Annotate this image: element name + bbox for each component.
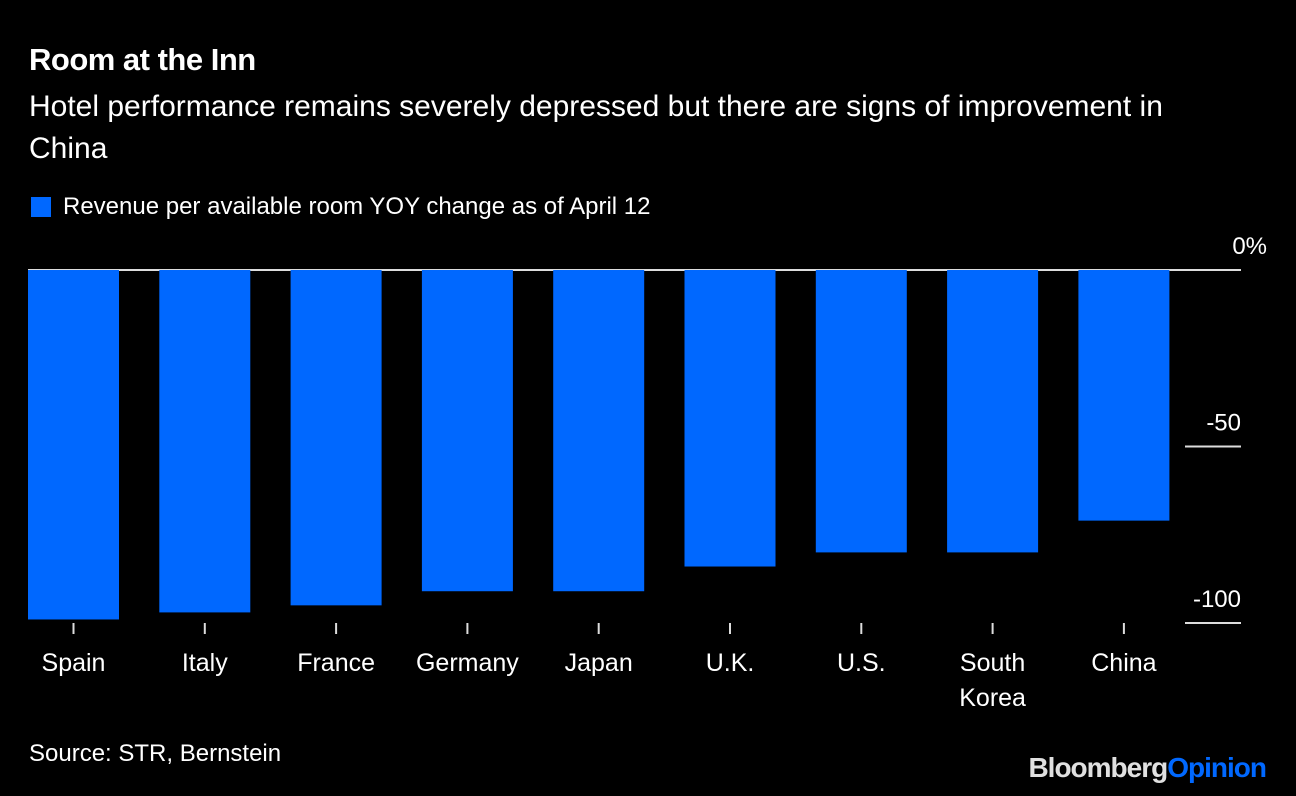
chart-subtitle: Hotel performance remains severely depre…	[29, 90, 1163, 165]
bar-germany	[421, 270, 513, 592]
legend: Revenue per available room YOY change as…	[31, 193, 650, 221]
y-tick-label: -100	[1193, 586, 1241, 613]
x-tick-label: U.S.	[837, 649, 886, 677]
x-tick-label: Japan	[565, 649, 633, 677]
x-tick-label: South Korea	[959, 649, 1026, 712]
bar-south-korea	[947, 270, 1039, 553]
bar-u-s	[815, 270, 907, 553]
source-note: Source: STR, Bernstein	[29, 740, 282, 767]
logo-bloomberg: Bloomberg	[1028, 752, 1168, 783]
y-axis-ticks: 0% -50 -100	[1193, 233, 1267, 613]
x-tick-label: Germany	[416, 649, 519, 677]
bar-chart: 0% -50 -100 Spain Italy France Germany Japan U.…	[28, 233, 1267, 712]
logo-opinion: Opinion	[1167, 752, 1267, 783]
x-tick-label: Spain	[42, 649, 106, 677]
x-tick-label: Italy	[182, 649, 228, 677]
y-tick-label: 0%	[1232, 233, 1267, 260]
x-tick-label: China	[1091, 649, 1156, 677]
legend-label: Revenue per available room YOY change as…	[63, 193, 651, 220]
y-tick-label: -50	[1206, 410, 1241, 437]
bar-japan	[553, 270, 645, 592]
x-axis-ticks: Spain Italy France Germany Japan U.K. U.S. Sout…	[42, 623, 1157, 712]
bar-china	[1078, 270, 1170, 521]
chart-title: Room at the Inn	[29, 42, 256, 77]
bar-france	[290, 270, 382, 606]
bar-u-k	[684, 270, 776, 567]
bar-spain	[28, 270, 119, 620]
bars	[28, 270, 1170, 620]
x-tick-label: France	[297, 649, 375, 677]
bar-italy	[159, 270, 251, 613]
bloomberg-opinion-logo: BloombergOpinion	[1028, 752, 1267, 784]
legend-swatch	[31, 197, 51, 217]
x-tick-label: U.K.	[706, 649, 755, 677]
